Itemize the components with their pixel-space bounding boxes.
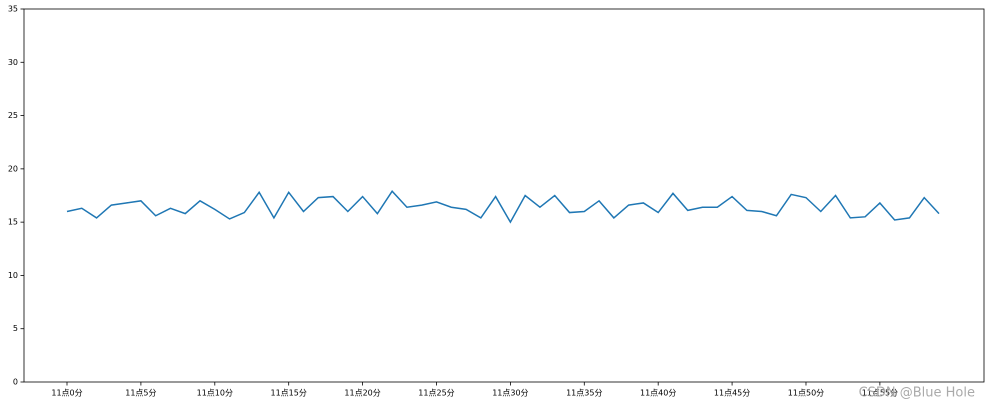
y-tick-label: 25 bbox=[8, 111, 18, 120]
y-tick-label: 35 bbox=[8, 5, 18, 14]
plot-frame bbox=[23, 8, 985, 383]
x-tick-label: 11点15分 bbox=[271, 389, 307, 398]
x-tick-label: 11点35分 bbox=[566, 389, 602, 398]
y-tick-label: 15 bbox=[8, 218, 18, 227]
y-tick-label: 0 bbox=[13, 378, 18, 387]
watermark: CSDN @Blue Hole bbox=[859, 386, 975, 401]
x-tick-label: 11点40分 bbox=[640, 389, 676, 398]
x-tick-label: 11点20分 bbox=[344, 389, 380, 398]
x-tick-label: 11点5分 bbox=[125, 389, 156, 398]
y-tick-label: 30 bbox=[8, 58, 18, 67]
data-line bbox=[66, 190, 940, 224]
x-tick-label: 11点55分 bbox=[862, 389, 898, 398]
y-tick-label: 5 bbox=[13, 324, 18, 333]
x-tick-label: 11点30分 bbox=[492, 389, 528, 398]
x-tick-label: 11点50分 bbox=[788, 389, 824, 398]
x-tick-label: 11点0分 bbox=[51, 389, 82, 398]
x-tick-label: 11点10分 bbox=[197, 389, 233, 398]
x-tick-label: 11点25分 bbox=[418, 389, 454, 398]
y-tick-label: 10 bbox=[8, 271, 18, 280]
y-tick-label: 20 bbox=[8, 164, 18, 173]
x-tick-label: 11点45分 bbox=[714, 389, 750, 398]
